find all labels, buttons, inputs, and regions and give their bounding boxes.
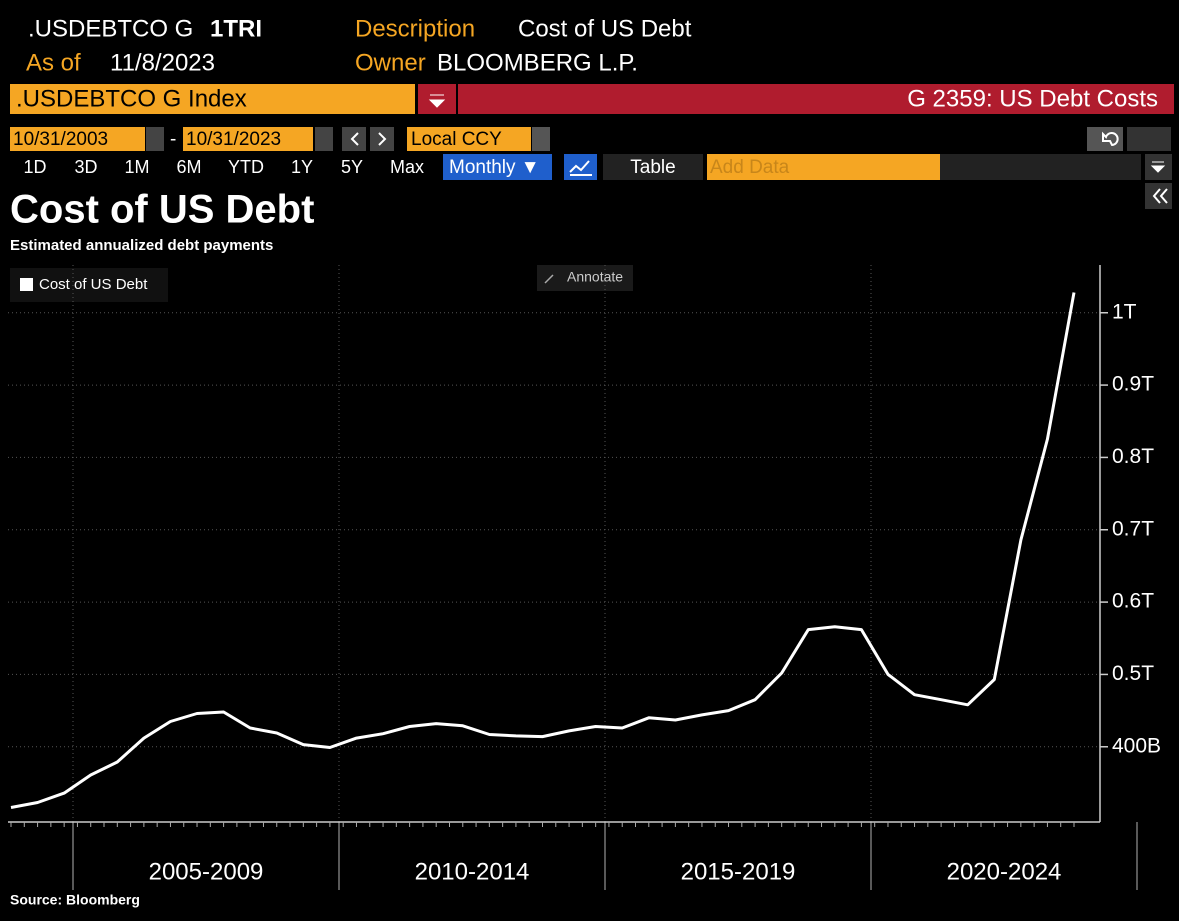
security[interactable]: .USDEBTCO G Index	[16, 85, 247, 112]
add-data-rest	[940, 154, 1141, 180]
period-button[interactable]: 1M	[124, 157, 149, 177]
period-button[interactable]: 6M	[176, 157, 201, 177]
date-separator: -	[170, 129, 176, 150]
annotate-icon	[544, 274, 554, 284]
table-button[interactable]	[603, 154, 703, 180]
period-button[interactable]: 3D	[74, 157, 97, 177]
redo-button[interactable]	[1127, 127, 1171, 151]
x-tick-label: 2015-2019	[681, 858, 796, 885]
start-date-field[interactable]	[10, 127, 145, 151]
next-icon	[378, 132, 387, 146]
period-buttons: 1D 3D 1M 6M YTD 1Y 5Y Max	[23, 157, 424, 177]
y-tick-label: 0.6T	[1112, 590, 1154, 613]
source: Source: Bloomberg	[10, 892, 140, 908]
collapse-button[interactable]	[1145, 183, 1172, 209]
chart-type-icon	[569, 160, 592, 176]
function-bar	[458, 84, 1174, 114]
collapse-icon	[1152, 188, 1168, 204]
frequency-button[interactable]	[443, 154, 552, 180]
chart-type-button[interactable]	[564, 154, 597, 180]
description-label: Description	[355, 15, 475, 42]
frequency[interactable]: Monthly ▼	[449, 157, 540, 178]
chart-title: Cost of US Debt	[10, 188, 314, 232]
y-tick-label: 400B	[1112, 734, 1161, 757]
security-field[interactable]	[10, 84, 415, 114]
legend	[10, 268, 168, 302]
x-tick-label: 2010-2014	[415, 858, 530, 885]
chart-subtitle: Estimated annualized debt payments	[10, 237, 273, 254]
legend-swatch	[20, 278, 33, 291]
ticker: .USDEBTCO G	[28, 15, 193, 42]
y-tick-label: 0.8T	[1112, 445, 1154, 468]
period-button[interactable]: 1Y	[291, 157, 313, 177]
plot: 2005-2009 2010-2014 2015-2019 2020-2024 400B…	[8, 265, 1161, 890]
currency-field[interactable]	[407, 127, 531, 151]
add-data-field[interactable]	[707, 154, 940, 180]
prev-icon	[350, 132, 359, 146]
y-tick-label: 0.5T	[1112, 662, 1154, 685]
code: 1TRI	[210, 15, 262, 42]
x-tick-label: 2005-2009	[149, 858, 264, 885]
as-of: 11/8/2023	[110, 49, 215, 76]
calendar-button[interactable]	[146, 127, 164, 151]
start-date[interactable]: 10/31/2003	[13, 129, 108, 150]
dropdown-icon	[428, 94, 446, 108]
as-of-label: As of	[26, 49, 81, 76]
function: G 2359: US Debt Costs	[907, 85, 1158, 112]
description: Cost of US Debt	[518, 15, 692, 42]
dropdown-button[interactable]	[418, 84, 456, 114]
end-date[interactable]: 10/31/2023	[186, 129, 281, 150]
next-button[interactable]	[370, 127, 394, 151]
menu-icon	[1150, 161, 1166, 173]
owner-label: Owner	[355, 49, 426, 76]
period-button[interactable]: 5Y	[341, 157, 363, 177]
owner: BLOOMBERG L.P.	[437, 49, 638, 76]
data-line	[10, 292, 1076, 809]
period-button[interactable]: Max	[390, 157, 424, 177]
period-button[interactable]: 1D	[23, 157, 46, 177]
period-button[interactable]: YTD	[228, 157, 264, 177]
undo-icon	[1102, 131, 1119, 147]
x-tick-label: 2020-2024	[947, 858, 1062, 885]
legend-label: Cost of US Debt	[39, 276, 148, 293]
add-data[interactable]: Add Data	[710, 157, 790, 178]
table[interactable]: Table	[630, 157, 675, 178]
currency[interactable]: Local CCY	[411, 129, 502, 150]
y-tick-label: 0.7T	[1112, 517, 1154, 540]
y-tick-label: 1T	[1112, 300, 1137, 323]
annotate[interactable]: Annotate	[567, 269, 623, 285]
currency-dropdown[interactable]	[532, 127, 550, 151]
calendar-button[interactable]	[315, 127, 333, 151]
y-tick-label: 0.9T	[1112, 373, 1154, 396]
prev-button[interactable]	[342, 127, 366, 151]
annotate-button[interactable]	[537, 265, 633, 291]
end-date-field[interactable]	[183, 127, 313, 151]
